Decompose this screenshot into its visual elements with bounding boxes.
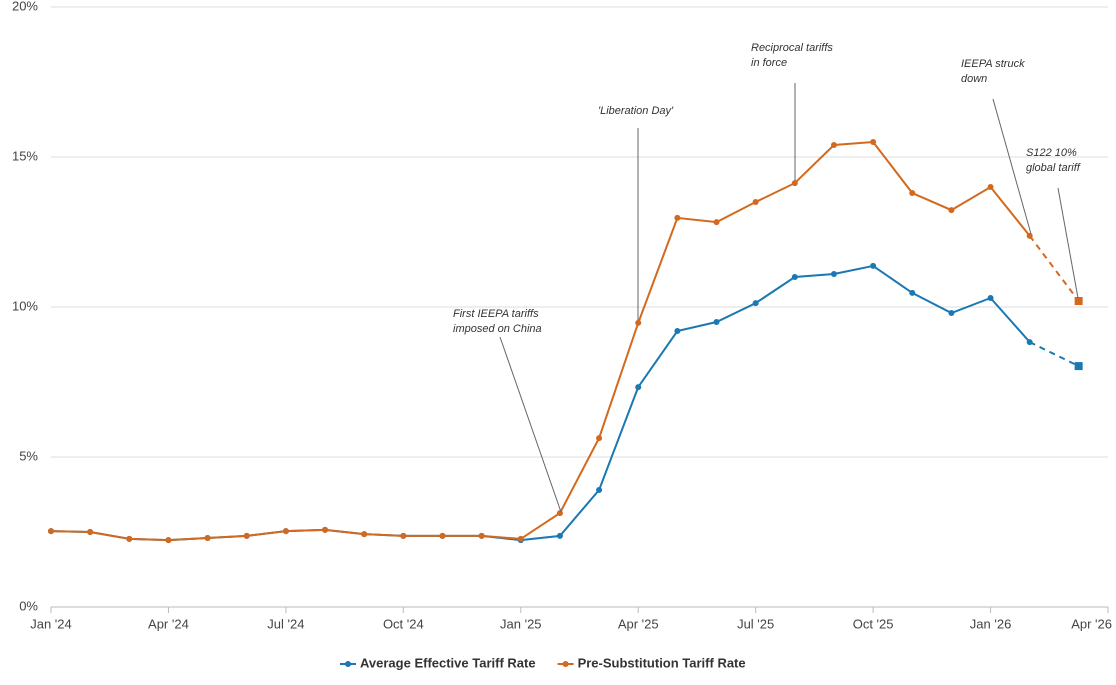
point-marker <box>635 319 642 326</box>
point-marker <box>165 537 172 544</box>
series-line-dashed <box>1029 341 1080 367</box>
annotation-text: down <box>961 73 987 85</box>
annotation-text: global tariff <box>1026 162 1081 174</box>
annotation-text: in force <box>751 57 787 69</box>
point-marker <box>1074 297 1083 305</box>
point-marker <box>478 532 485 539</box>
point-marker <box>752 300 759 307</box>
point-marker <box>791 274 798 280</box>
x-tick-label: Jan '24 <box>30 616 72 631</box>
point-marker <box>322 526 329 533</box>
point-marker <box>830 142 837 148</box>
annotation-text: IEEPA struck <box>961 58 1025 70</box>
legend-marker <box>345 661 351 667</box>
x-tick-label: Jul '25 <box>737 616 774 631</box>
point-marker <box>674 328 681 334</box>
point-marker <box>713 319 720 325</box>
point-marker <box>243 532 250 539</box>
point-marker <box>87 529 94 535</box>
point-marker <box>870 262 877 269</box>
point-marker <box>400 532 407 539</box>
x-tick-label: Apr '24 <box>148 616 189 631</box>
y-tick-label: 5% <box>19 448 38 463</box>
legend-label: Average Effective Tariff Rate <box>360 655 536 670</box>
x-tick-label: Jul '24 <box>267 616 304 631</box>
legend-label: Pre-Substitution Tariff Rate <box>578 655 746 670</box>
x-tick-label: Apr '26 <box>1071 616 1112 631</box>
x-tick-label: Jan '26 <box>970 616 1012 631</box>
point-marker <box>1026 232 1033 239</box>
point-marker <box>596 487 603 493</box>
point-marker <box>126 535 133 542</box>
x-tick-label: Oct '25 <box>853 616 894 631</box>
point-marker <box>791 180 798 187</box>
point-marker <box>1074 362 1083 371</box>
legend-marker <box>562 661 569 667</box>
point-marker <box>361 531 368 538</box>
point-marker <box>556 532 563 539</box>
y-tick-label: 10% <box>12 298 38 313</box>
point-marker <box>439 532 446 539</box>
annotation-text: S122 10% <box>1026 147 1077 159</box>
point-marker <box>909 190 916 196</box>
point-marker <box>752 199 759 205</box>
x-tick-label: Oct '24 <box>383 616 424 631</box>
annotation-line <box>499 336 562 513</box>
point-marker <box>948 207 955 214</box>
point-marker <box>830 271 837 277</box>
point-marker <box>282 528 289 535</box>
y-tick-label: 0% <box>19 598 38 613</box>
point-marker <box>713 219 720 226</box>
point-marker <box>596 435 603 442</box>
y-tick-label: 20% <box>12 0 38 13</box>
point-marker <box>948 310 955 316</box>
point-marker <box>556 510 563 517</box>
point-marker <box>909 289 916 296</box>
annotation-line <box>1057 187 1079 299</box>
series-line <box>50 140 1031 542</box>
x-tick-label: Jan '25 <box>500 616 542 631</box>
series-line-dashed <box>1028 235 1080 302</box>
point-marker <box>987 184 994 190</box>
point-marker <box>517 535 524 542</box>
annotation-text: First IEEPA tariffs <box>453 308 539 320</box>
annotation-line <box>992 98 1032 235</box>
point-marker <box>674 214 681 221</box>
annotation-text: Reciprocal tariffs <box>751 42 833 54</box>
point-marker <box>48 528 54 535</box>
x-tick-label: Apr '25 <box>618 616 659 631</box>
point-marker <box>870 139 877 145</box>
point-marker <box>635 384 642 391</box>
annotation-text: imposed on China <box>453 323 542 335</box>
point-marker <box>1026 339 1033 346</box>
annotation-text: 'Liberation Day' <box>598 105 674 117</box>
point-marker <box>987 295 994 301</box>
y-tick-label: 15% <box>12 148 38 163</box>
point-marker <box>204 535 211 541</box>
